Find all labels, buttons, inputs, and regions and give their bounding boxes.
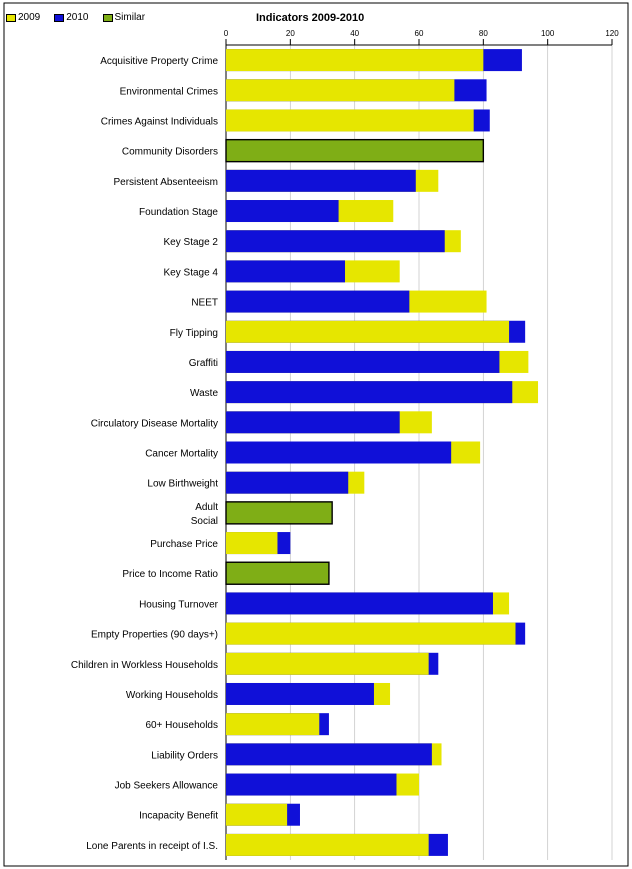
category-label: Social bbox=[191, 516, 218, 527]
bar-2010 bbox=[226, 592, 493, 615]
bar-2010 bbox=[226, 350, 500, 373]
category-label: Low Birthweight bbox=[147, 479, 218, 490]
bar-2009 bbox=[226, 320, 510, 343]
category-label: Acquisitive Property Crime bbox=[100, 56, 218, 67]
bar-2010 bbox=[226, 471, 349, 494]
legend-swatch-similar bbox=[102, 13, 113, 22]
category-label: Fly Tipping bbox=[170, 328, 218, 339]
tick-label-x: 20 bbox=[286, 29, 295, 38]
bar-2010 bbox=[226, 743, 432, 766]
category-label: Housing Turnover bbox=[139, 599, 219, 610]
chart-title: Indicators 2009-2010 bbox=[256, 12, 365, 24]
bar-2009 bbox=[226, 49, 484, 72]
category-label: Purchase Price bbox=[150, 539, 218, 550]
legend-item-2010: 2010 bbox=[54, 12, 89, 23]
bar-2009 bbox=[226, 652, 429, 675]
category-label: Adult bbox=[195, 502, 218, 513]
tick-label-x: 40 bbox=[350, 29, 359, 38]
category-label: Persistent Absenteeism bbox=[114, 177, 219, 188]
tick-label-x: 120 bbox=[605, 29, 619, 38]
bar-similar bbox=[225, 501, 333, 525]
legend-swatch-2010 bbox=[54, 13, 65, 22]
bar-2009 bbox=[226, 713, 320, 736]
bar-2009 bbox=[226, 532, 278, 555]
bar-2009 bbox=[226, 833, 429, 856]
legend-label-2009: 2009 bbox=[18, 12, 41, 23]
bar-similar bbox=[225, 561, 330, 585]
bar-2010 bbox=[226, 411, 400, 434]
bar-2010 bbox=[226, 682, 374, 705]
bar-similar bbox=[225, 138, 485, 163]
bar-2010 bbox=[226, 381, 513, 404]
bar-2010 bbox=[226, 773, 397, 796]
bar-2009 bbox=[226, 803, 288, 826]
category-label: Incapacity Benefit bbox=[139, 811, 218, 822]
category-label: Cancer Mortality bbox=[145, 449, 218, 460]
category-label: Environmental Crimes bbox=[120, 86, 218, 97]
bar-2010 bbox=[226, 169, 416, 192]
legend-label-similar: Similar bbox=[114, 12, 146, 23]
chart-legend: 2009 2010 Similar bbox=[6, 12, 155, 23]
category-label: Liability Orders bbox=[151, 750, 218, 761]
bar-2009 bbox=[226, 79, 455, 102]
category-label: Community Disorders bbox=[122, 147, 218, 158]
bar-2009 bbox=[226, 109, 474, 132]
category-label: 60+ Households bbox=[145, 720, 218, 731]
category-label: Circulatory Disease Mortality bbox=[91, 418, 218, 429]
legend-swatch-2009 bbox=[6, 13, 16, 22]
bar-2010 bbox=[226, 290, 410, 313]
tick-label-x: 100 bbox=[541, 29, 555, 38]
category-label: Children in Workless Households bbox=[71, 660, 218, 671]
category-label: Lone Parents in receipt of I.S. bbox=[86, 841, 218, 852]
category-label: Crimes Against Individuals bbox=[101, 116, 218, 127]
legend-item-2009: 2009 bbox=[6, 12, 40, 23]
legend-item-similar: Similar bbox=[102, 12, 146, 23]
category-label: Price to Income Ratio bbox=[122, 569, 218, 580]
category-label: Key Stage 2 bbox=[164, 237, 219, 248]
category-label: Empty Properties (90 days+) bbox=[91, 630, 218, 641]
category-label: Graffiti bbox=[189, 358, 218, 369]
legend-label-2010: 2010 bbox=[66, 12, 89, 23]
chart-border bbox=[3, 2, 629, 867]
category-label: Waste bbox=[190, 388, 218, 399]
tick-label-x: 0 bbox=[224, 29, 229, 38]
category-label: Working Households bbox=[126, 690, 218, 701]
category-label: Job Seekers Allowance bbox=[115, 781, 219, 792]
category-label: Foundation Stage bbox=[139, 207, 218, 218]
tick-label-x: 80 bbox=[479, 29, 488, 38]
bar-2010 bbox=[226, 230, 445, 253]
category-label: NEET bbox=[191, 298, 218, 309]
category-label: Key Stage 4 bbox=[164, 267, 219, 278]
bar-2010 bbox=[226, 260, 346, 283]
bar-2009 bbox=[226, 622, 516, 645]
bar-2010 bbox=[226, 441, 452, 464]
tick-label-x: 60 bbox=[415, 29, 424, 38]
bar-2010 bbox=[226, 200, 339, 223]
